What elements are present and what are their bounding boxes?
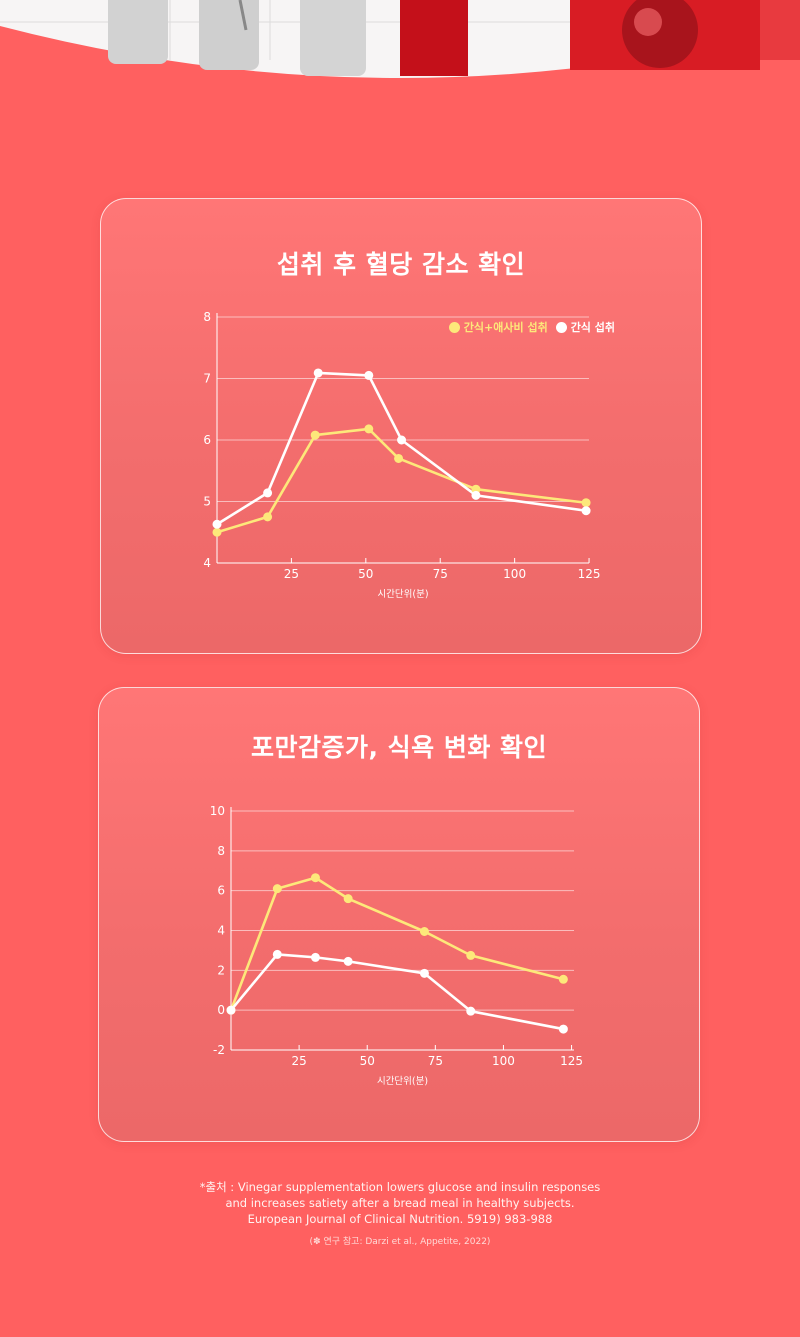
source-citation: *출처 : Vinegar supplementation lowers glu… [0, 1179, 800, 1227]
data-point-yellow [310, 430, 320, 440]
y-tick-label: 0 [217, 1003, 225, 1017]
x-tick-label: 100 [492, 1054, 515, 1068]
data-point-white [272, 949, 282, 959]
chart-title: 섭취 후 혈당 감소 확인 [276, 250, 526, 279]
source-line-3: European Journal of Clinical Nutrition. … [247, 1212, 553, 1226]
x-tick-label: 25 [284, 567, 299, 581]
x-axis-label: 시간단위(분) [377, 588, 428, 600]
y-tick-label: 6 [217, 884, 225, 898]
y-tick-label: 4 [217, 924, 225, 938]
data-point-yellow [263, 512, 273, 522]
y-tick-label: 10 [210, 804, 225, 818]
product-banner [0, 0, 800, 90]
data-point-yellow [581, 498, 591, 508]
study-reference: (✽ 연구 참고: Darzi et al., Appetite, 2022) [309, 1237, 491, 1247]
legend-item-snack: 간식 섭취 [555, 319, 615, 335]
series-line-yellow [229, 876, 564, 1011]
x-tick-label: 125 [578, 567, 601, 581]
data-point-white [212, 519, 222, 529]
legend-item-vinegar: 간식+애사비 섭취 [448, 319, 548, 335]
data-point-white [397, 435, 407, 445]
data-point-yellow [364, 424, 374, 434]
glucose-line-chart: 4 5 6 7 8 25 50 75 100 125 시간단위(분) [203, 310, 601, 600]
data-point-white [313, 368, 323, 378]
data-point-yellow [419, 926, 429, 936]
data-point-yellow [212, 527, 222, 537]
legend-dot-yellow [448, 321, 460, 333]
y-tick-label: -2 [213, 1043, 225, 1057]
source-line-1: *출처 : Vinegar supplementation lowers glu… [199, 1180, 601, 1194]
x-tick-label: 50 [358, 567, 373, 581]
x-axis-label: 시간단위(분) [377, 1075, 428, 1087]
data-point-yellow [343, 894, 353, 904]
data-point-white [226, 1005, 236, 1015]
data-point-white [343, 956, 353, 966]
y-tick-label: 7 [203, 372, 211, 386]
data-point-yellow [272, 884, 282, 894]
y-tick-label: 6 [203, 433, 211, 447]
x-tick-label: 25 [291, 1054, 306, 1068]
y-tick-label: 8 [203, 310, 211, 324]
legend-label-snack: 간식 섭취 [570, 321, 615, 334]
y-tick-label: 8 [217, 844, 225, 858]
satiety-line-chart: -2 0 2 4 6 8 10 25 50 75 100 125 시간단위(분) [210, 804, 583, 1087]
satiety-chart-card: 포만감증가, 식욕 변화 확인 -2 0 2 4 6 8 10 25 50 75 100 125 시간단… [98, 687, 700, 1142]
x-tick-label: 50 [360, 1054, 375, 1068]
chart-legend: 간식+애사비 섭취 간식 섭취 [448, 319, 615, 335]
data-point-white [310, 952, 320, 962]
legend-dot-white [555, 321, 567, 333]
y-tick-label: 5 [203, 495, 211, 509]
data-point-white [364, 370, 374, 380]
glucose-chart-card: 섭취 후 혈당 감소 확인 4 5 6 7 8 25 50 75 100 125 시간단위(분) 간… [100, 198, 702, 654]
data-point-white [558, 1024, 568, 1034]
y-tick-label: 4 [203, 556, 211, 570]
x-tick-label: 125 [560, 1054, 583, 1068]
x-tick-label: 100 [503, 567, 526, 581]
product-bottles [108, 0, 800, 76]
source-line-2: and increases satiety after a bread meal… [225, 1196, 575, 1210]
x-tick-label: 75 [433, 567, 448, 581]
x-tick-label: 75 [428, 1054, 443, 1068]
data-point-yellow [558, 974, 568, 984]
y-tick-label: 2 [217, 963, 225, 977]
data-point-yellow [310, 873, 320, 883]
legend-label-vinegar: 간식+애사비 섭취 [463, 321, 548, 334]
data-point-yellow [466, 950, 476, 960]
data-point-white [263, 488, 273, 498]
data-point-yellow [394, 453, 404, 463]
data-point-white [419, 968, 429, 978]
data-point-white [471, 490, 481, 500]
data-point-white [466, 1006, 476, 1016]
chart-title: 포만감증가, 식욕 변화 확인 [250, 733, 548, 762]
data-point-white [581, 506, 591, 516]
